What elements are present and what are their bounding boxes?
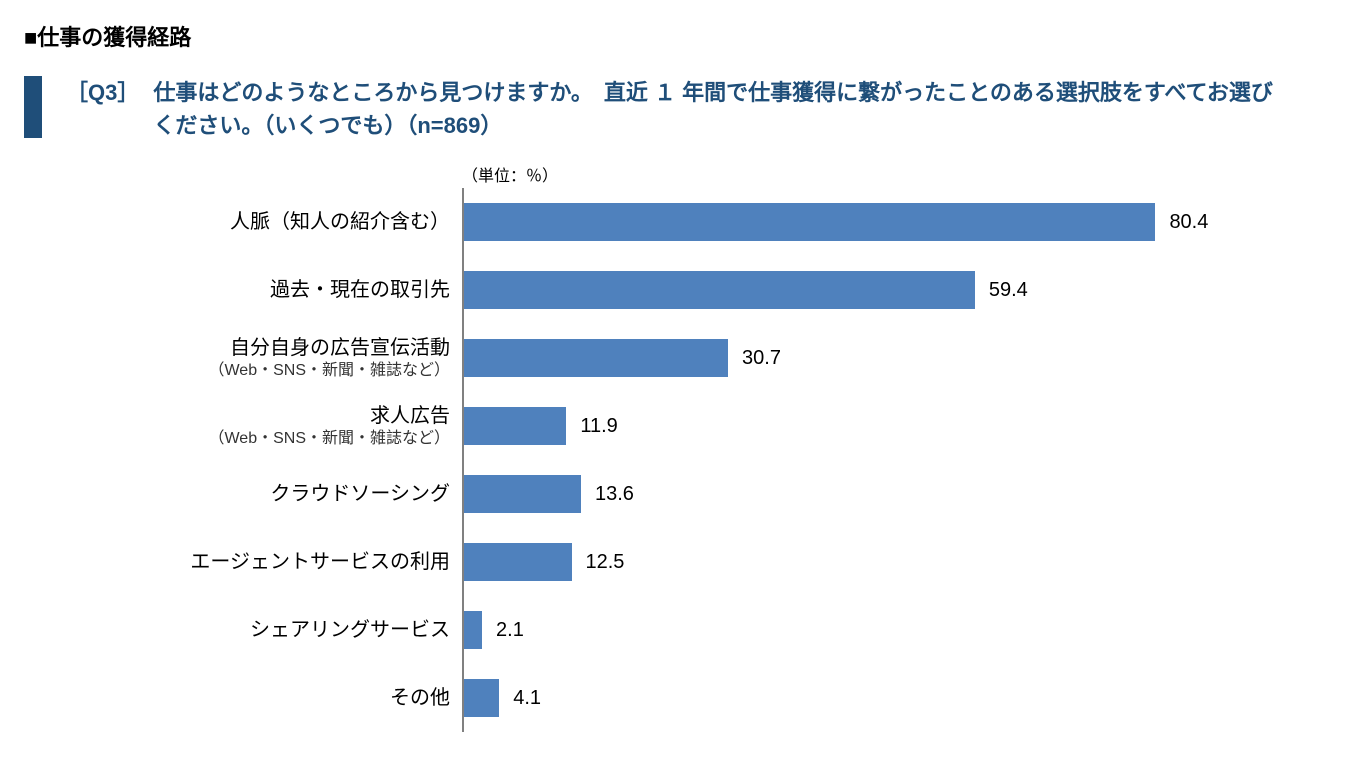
- bar: [464, 611, 482, 649]
- bar: [464, 543, 572, 581]
- category-label-main: クラウドソーシング: [270, 482, 450, 507]
- value-label: 2.1: [496, 619, 524, 642]
- category-label: エージェントサービスの利用: [84, 550, 462, 575]
- plot-cell: 80.4: [462, 188, 1344, 256]
- category-label-main: 求人広告: [370, 404, 450, 429]
- category-label-main: 自分自身の広告宣伝活動: [230, 336, 450, 361]
- value-label: 80.4: [1169, 211, 1208, 234]
- question-accent-bar: [24, 76, 42, 138]
- category-label-main: エージェントサービスの利用: [190, 550, 450, 575]
- plot-cell: 59.4: [462, 256, 1344, 324]
- bar: [464, 679, 499, 717]
- unit-label: （単位：％）: [462, 162, 558, 186]
- category-label-sub: （Web・SNS・新聞・雑誌など）: [208, 361, 450, 381]
- value-label: 30.7: [742, 347, 781, 370]
- bar-row: 求人広告（Web・SNS・新聞・雑誌など） 11.9: [84, 392, 1344, 460]
- plot-cell: 13.6: [462, 460, 1344, 528]
- bar-row: その他 4.1: [84, 664, 1344, 732]
- category-label: 自分自身の広告宣伝活動（Web・SNS・新聞・雑誌など）: [84, 336, 462, 381]
- bar-row: 人脈（知人の紹介含む） 80.4: [84, 188, 1344, 256]
- bar-row: シェアリングサービス 2.1: [84, 596, 1344, 664]
- category-label: クラウドソーシング: [84, 482, 462, 507]
- value-label: 11.9: [580, 415, 617, 438]
- bar-row: エージェントサービスの利用 12.5: [84, 528, 1344, 596]
- category-label: その他: [84, 686, 462, 711]
- bar: [464, 339, 728, 377]
- value-label: 4.1: [513, 687, 541, 710]
- bar-chart: （単位：％） 人脈（知人の紹介含む）80.4過去・現在の取引先59.4自分自身の…: [84, 166, 1344, 732]
- category-label-main: 過去・現在の取引先: [270, 278, 450, 303]
- category-label-main: その他: [390, 686, 450, 711]
- bar-row: クラウドソーシング 13.6: [84, 460, 1344, 528]
- question-block: ［Q3］ 仕事はどのようなところから見つけますか。 直近 １ 年間で仕事獲得に繋…: [24, 76, 1344, 142]
- bar-row: 自分自身の広告宣伝活動（Web・SNS・新聞・雑誌など） 30.7: [84, 324, 1344, 392]
- bar-row: 過去・現在の取引先 59.4: [84, 256, 1344, 324]
- category-label: 求人広告（Web・SNS・新聞・雑誌など）: [84, 404, 462, 449]
- value-label: 13.6: [595, 483, 634, 506]
- bar: [464, 475, 581, 513]
- value-label: 12.5: [586, 551, 625, 574]
- plot-cell: 4.1: [462, 664, 1344, 732]
- plot-cell: 12.5: [462, 528, 1344, 596]
- bar: [464, 203, 1155, 241]
- category-label-main: シェアリングサービス: [250, 618, 450, 643]
- question-text: 仕事はどのようなところから見つけますか。 直近 １ 年間で仕事獲得に繋がったこと…: [153, 76, 1284, 142]
- category-label-main: 人脈（知人の紹介含む）: [230, 210, 450, 235]
- plot-cell: 2.1: [462, 596, 1344, 664]
- question-id: ［Q3］: [66, 76, 139, 142]
- category-label: 過去・現在の取引先: [84, 278, 462, 303]
- value-label: 59.4: [989, 279, 1028, 302]
- category-label: シェアリングサービス: [84, 618, 462, 643]
- question-text-wrap: ［Q3］ 仕事はどのようなところから見つけますか。 直近 １ 年間で仕事獲得に繋…: [66, 76, 1344, 142]
- category-label-sub: （Web・SNS・新聞・雑誌など）: [208, 429, 450, 449]
- plot-cell: 11.9: [462, 392, 1344, 460]
- category-label: 人脈（知人の紹介含む）: [84, 210, 462, 235]
- bar: [464, 271, 975, 309]
- section-title: ■仕事の獲得経路: [24, 20, 1344, 52]
- plot-cell: 30.7: [462, 324, 1344, 392]
- bar: [464, 407, 566, 445]
